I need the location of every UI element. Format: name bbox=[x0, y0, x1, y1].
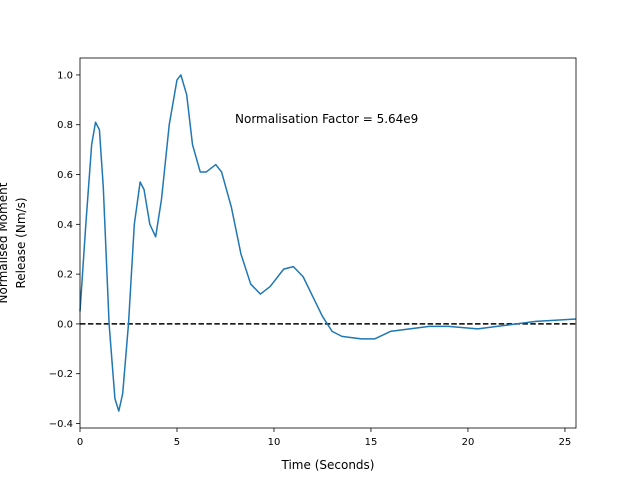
y-tick-label: 1.0 bbox=[57, 70, 73, 81]
y-tick-label: 0.6 bbox=[57, 170, 73, 181]
x-tick-label: 5 bbox=[174, 437, 180, 448]
annotation: Normalisation Factor = 5.64e9 bbox=[235, 112, 418, 126]
y-tick-label: 0.2 bbox=[57, 270, 73, 281]
x-tick-label: 20 bbox=[462, 437, 475, 448]
y-tick-label: 0.0 bbox=[57, 319, 73, 330]
x-tick-label: 25 bbox=[559, 437, 572, 448]
y-tick-label: 0.4 bbox=[57, 220, 73, 231]
y-axis-label: Release (Nm/s) bbox=[14, 197, 28, 288]
x-tick-label: 0 bbox=[77, 437, 83, 448]
y-tick-label: −0.4 bbox=[49, 419, 73, 430]
x-axis-label: Time (Seconds) bbox=[281, 458, 375, 472]
y-tick-label: 0.8 bbox=[57, 120, 73, 131]
x-tick-label: 15 bbox=[365, 437, 378, 448]
plot-frame bbox=[79, 57, 577, 429]
y-tick-label: −0.2 bbox=[49, 369, 73, 380]
x-tick-label: 10 bbox=[268, 437, 281, 448]
data-line bbox=[79, 74, 577, 412]
y-axis-label: Normalised Moment bbox=[0, 182, 10, 303]
